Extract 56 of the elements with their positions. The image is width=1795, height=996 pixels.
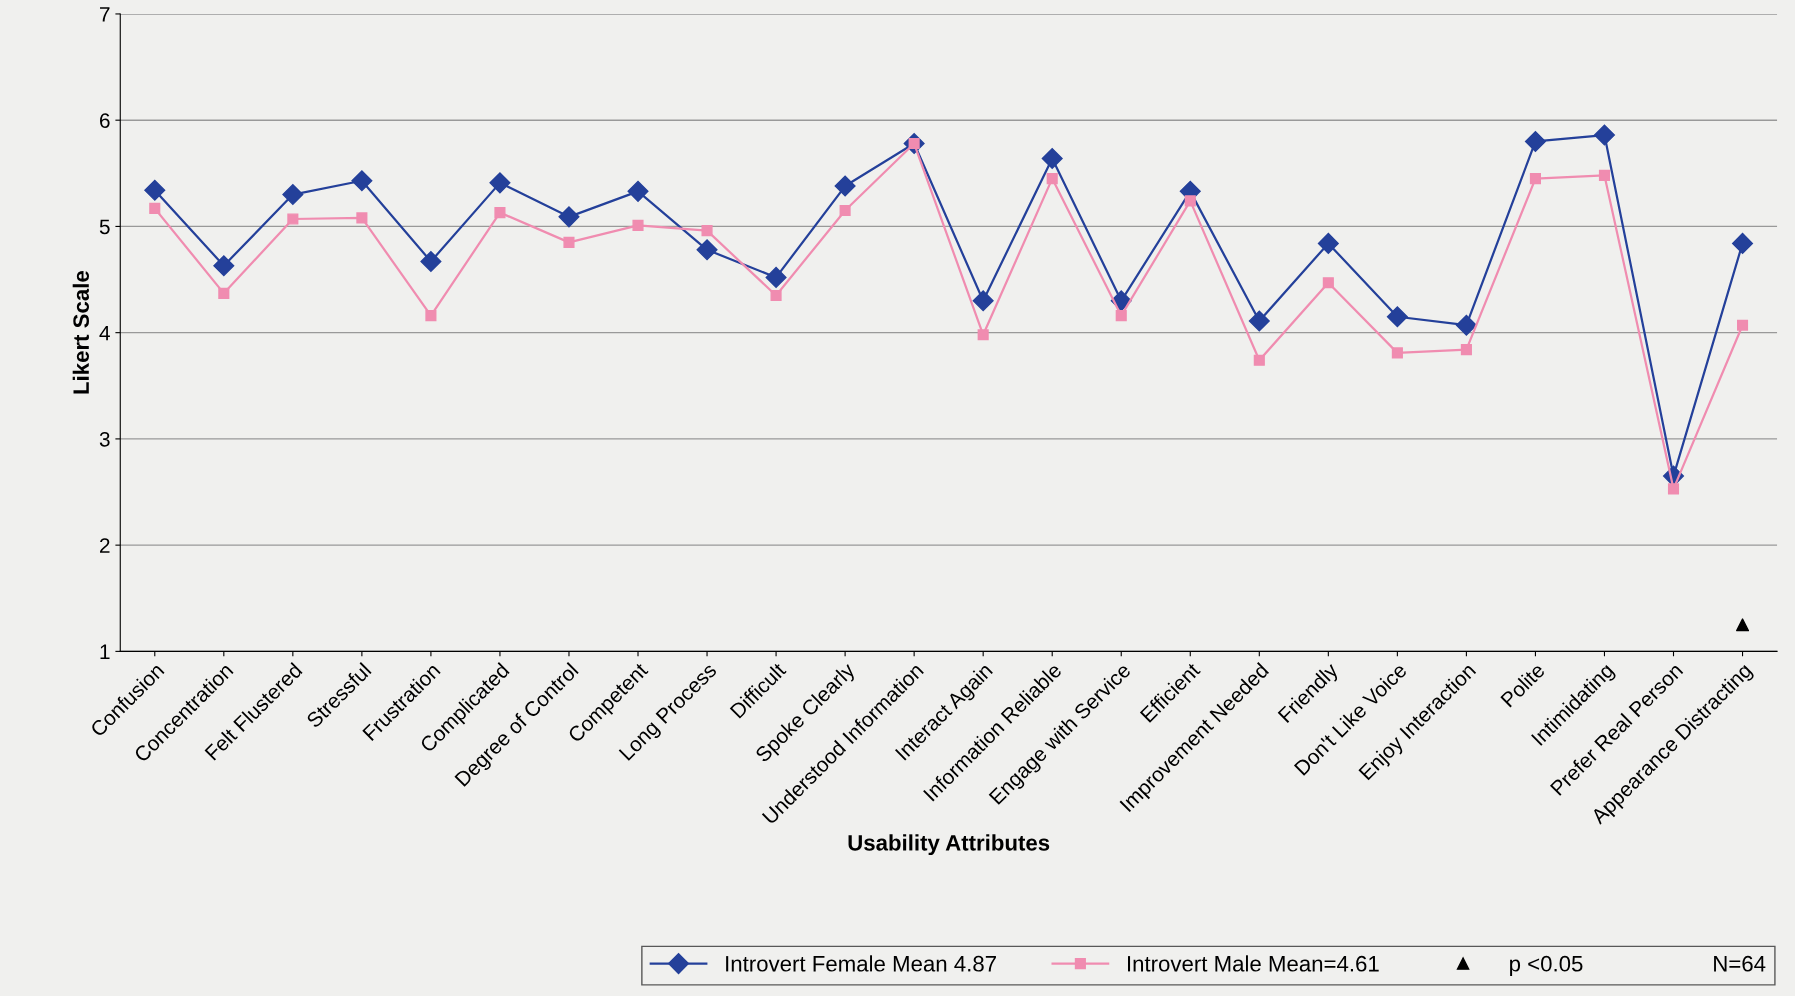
point: [765, 266, 787, 288]
y-tick-label: 5: [99, 219, 110, 235]
legend-label: Introvert Male Mean=4.61: [1127, 955, 1379, 972]
point: [1041, 147, 1063, 169]
y-tick-label: 4: [99, 325, 110, 341]
y-tick-label: 3: [99, 431, 110, 447]
point: [1115, 310, 1127, 322]
point: [1598, 169, 1611, 181]
point: [1184, 195, 1196, 207]
point: [1253, 354, 1265, 366]
x-axis-title: Usability Attributes: [848, 834, 1050, 856]
point: [563, 236, 575, 248]
y-tick-label: 7: [100, 7, 110, 22]
point: [1732, 232, 1754, 254]
point: [972, 290, 994, 312]
y-axis-title: Likert Scale: [72, 271, 90, 394]
text: N=64: [1714, 955, 1766, 972]
point: [632, 219, 644, 231]
point: [218, 287, 230, 299]
point: [282, 184, 304, 206]
point: [834, 175, 856, 197]
point: [356, 212, 368, 224]
legend-label: Introvert Female Mean 4.87: [726, 955, 996, 972]
point: [1322, 277, 1334, 289]
point: [1317, 232, 1339, 254]
point: [1736, 319, 1749, 331]
point: [1460, 344, 1472, 356]
point: [1046, 173, 1058, 185]
point: [494, 207, 506, 219]
point: [1529, 173, 1541, 185]
point: [1667, 483, 1680, 495]
point: [1386, 306, 1408, 328]
point: [1391, 347, 1403, 359]
point: [701, 225, 713, 237]
point: [144, 179, 166, 201]
point: [489, 172, 511, 194]
point: [1248, 310, 1270, 332]
point: [1524, 130, 1546, 152]
y-tick-label: 2: [100, 538, 110, 553]
point: [287, 213, 299, 225]
point: [213, 255, 235, 277]
legend-label: p <0.05: [1510, 955, 1583, 976]
y-tick-label: 6: [100, 113, 110, 128]
point: [149, 202, 161, 214]
point: [696, 239, 718, 261]
point: [420, 250, 442, 272]
point: [425, 310, 437, 322]
point: [351, 170, 373, 192]
point: [558, 206, 580, 228]
point: [839, 204, 851, 217]
y-tick-label: 1: [100, 644, 110, 659]
point: [1455, 314, 1477, 336]
point: [1593, 124, 1615, 146]
point: [977, 329, 989, 341]
point: [627, 180, 649, 202]
point: [770, 289, 782, 302]
